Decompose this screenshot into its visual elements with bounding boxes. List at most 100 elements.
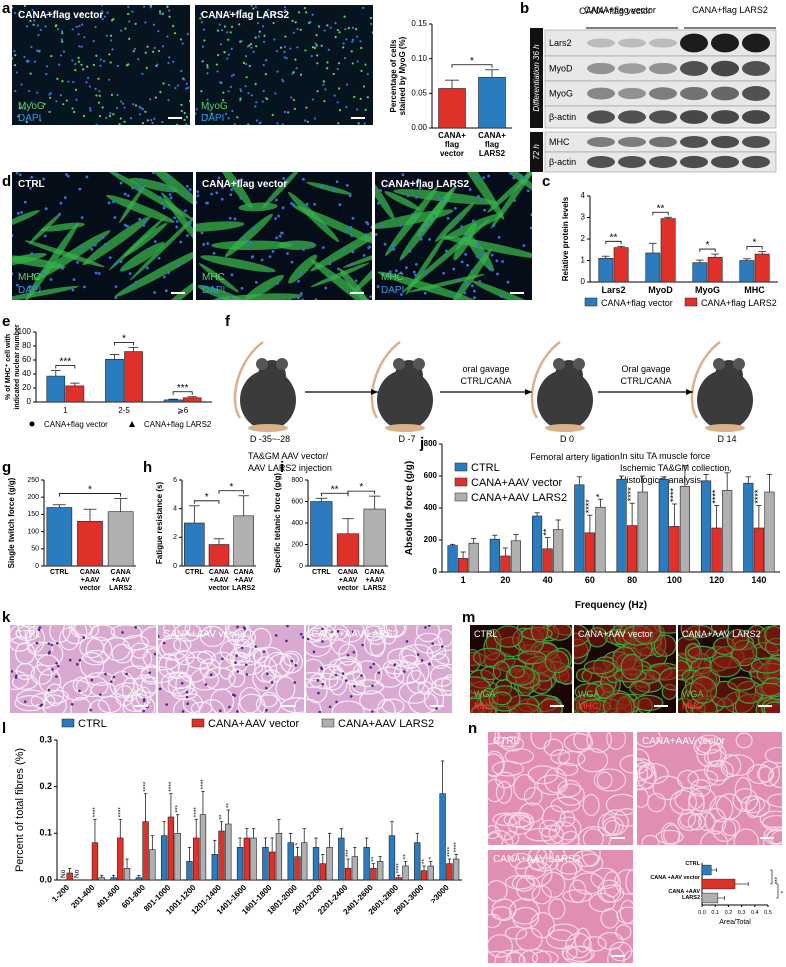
fibre [140,664,156,685]
fibre [586,627,608,648]
fibre [704,807,727,835]
significance-bracket [218,490,245,494]
nucleus [131,186,135,190]
nucleus [233,123,236,125]
label: CANA+flag vector [202,179,287,190]
nucleus [77,60,81,63]
arrow-head [686,389,693,395]
fibre [509,665,525,679]
nucleus [65,173,68,176]
nucleus [86,65,89,68]
nucleus [188,222,192,225]
nucleus [128,20,131,23]
bar [294,856,301,881]
y-tick-label: 200 [27,494,39,501]
nucleus [407,181,411,185]
fibre [15,662,36,681]
myotube [377,271,477,300]
y-axis-label: Fatigue resistance (s) [155,482,164,565]
nucleus [254,83,257,86]
nucleus [328,262,332,266]
bar [754,253,770,283]
nucleus [262,40,266,43]
nucleus [165,703,169,706]
nucleus [406,194,410,198]
fibre [491,898,517,922]
bar [500,555,511,573]
significance-label: **** [92,807,99,818]
y-tick-label: 250 [27,477,39,484]
nucleus [98,94,101,97]
fibre [328,657,360,676]
significance-label: * [428,856,435,859]
fibre [162,625,191,637]
fibre [689,676,718,704]
nucleus [303,119,307,122]
nucleus [480,253,484,257]
nucleus [113,216,117,219]
nucleus [188,99,190,103]
nucleus [161,201,165,205]
nucleus [255,119,258,122]
blot-group: CANA+flag vector [584,5,656,15]
nucleus [180,103,183,106]
legend-swatch [61,718,75,728]
nucleus [506,280,510,284]
nucleus [108,114,112,118]
nucleus [323,222,327,226]
significance-label: * [776,891,782,894]
label: Ischemic TA&GM collection, [620,463,732,473]
nucleus [55,641,59,645]
nucleus [262,650,266,653]
nucleus [337,122,340,125]
fibre [537,698,563,713]
nucleus [263,34,266,37]
myotube [435,202,475,242]
nucleus [153,117,156,120]
nucleus [283,5,287,9]
fibre [324,625,349,641]
nucleus [262,63,265,67]
nucleus [415,195,418,199]
nucleus [336,67,339,71]
nucleus [266,672,269,676]
nucleus [250,5,253,7]
nucleus [453,186,457,189]
nucleus [103,243,107,246]
myotube [278,240,317,250]
nucleus [281,80,285,83]
nucleus [42,177,46,181]
myotube [82,216,151,266]
nucleus [476,243,480,247]
nucleus [71,59,74,62]
nucleus [26,60,29,63]
day-label: D -35~-28 [250,434,290,444]
nucleus [391,244,395,248]
fibre [583,936,607,952]
y-tick-label: 100 [27,528,39,535]
nucleus [215,191,219,195]
nucleus [55,100,58,103]
fibre [430,653,450,670]
nucleus [247,92,250,95]
nucleus [328,705,332,709]
nucleus [222,91,225,94]
nucleus [327,277,331,281]
nucleus [98,90,101,93]
nucleus [23,55,26,59]
nucleus [127,12,130,16]
nucleus [293,107,296,111]
blot-band [618,156,646,168]
nucleus [30,252,34,255]
nucleus [334,22,337,25]
fibre [663,824,681,845]
bar [344,868,352,881]
fibre [593,768,627,792]
micrograph [12,172,193,300]
nucleus [142,224,146,227]
nucleus [463,291,467,295]
nucleus [297,296,300,300]
fibre [252,647,269,664]
fibre [225,625,252,647]
nucleus [347,27,350,30]
